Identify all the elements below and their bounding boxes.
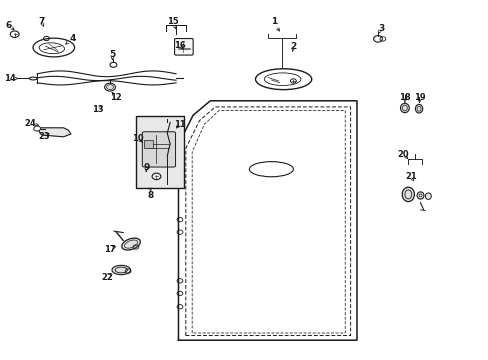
FancyBboxPatch shape bbox=[136, 116, 184, 188]
Text: 9: 9 bbox=[142, 163, 149, 171]
Text: 17: 17 bbox=[104, 245, 116, 253]
Text: 22: 22 bbox=[102, 273, 113, 282]
Ellipse shape bbox=[400, 103, 408, 113]
Text: 8: 8 bbox=[147, 191, 153, 199]
Text: 12: 12 bbox=[110, 93, 122, 102]
Text: 18: 18 bbox=[398, 94, 410, 102]
Ellipse shape bbox=[401, 187, 414, 202]
Text: 23: 23 bbox=[38, 132, 50, 141]
Text: 2: 2 bbox=[290, 42, 296, 51]
FancyBboxPatch shape bbox=[174, 39, 193, 55]
Text: 3: 3 bbox=[378, 24, 384, 33]
FancyBboxPatch shape bbox=[142, 132, 175, 167]
Text: 5: 5 bbox=[109, 50, 115, 59]
Text: 4: 4 bbox=[69, 34, 76, 43]
Text: 10: 10 bbox=[132, 134, 143, 143]
Ellipse shape bbox=[122, 238, 140, 250]
Text: 13: 13 bbox=[92, 105, 103, 114]
Ellipse shape bbox=[416, 192, 423, 199]
Polygon shape bbox=[39, 128, 71, 137]
Ellipse shape bbox=[112, 265, 130, 275]
Text: 21: 21 bbox=[404, 172, 416, 181]
Bar bbox=[144, 140, 153, 148]
Text: 14: 14 bbox=[4, 74, 16, 83]
Text: 15: 15 bbox=[166, 17, 178, 26]
Text: 19: 19 bbox=[413, 94, 425, 102]
Text: 1: 1 bbox=[270, 17, 276, 26]
Text: 24: 24 bbox=[24, 118, 36, 127]
Text: 20: 20 bbox=[397, 150, 408, 158]
Text: 16: 16 bbox=[174, 40, 185, 49]
Circle shape bbox=[106, 85, 113, 90]
Text: 7: 7 bbox=[38, 17, 45, 26]
Text: 6: 6 bbox=[6, 21, 12, 30]
Ellipse shape bbox=[414, 104, 422, 113]
Text: 11: 11 bbox=[174, 120, 185, 129]
Ellipse shape bbox=[425, 193, 430, 199]
